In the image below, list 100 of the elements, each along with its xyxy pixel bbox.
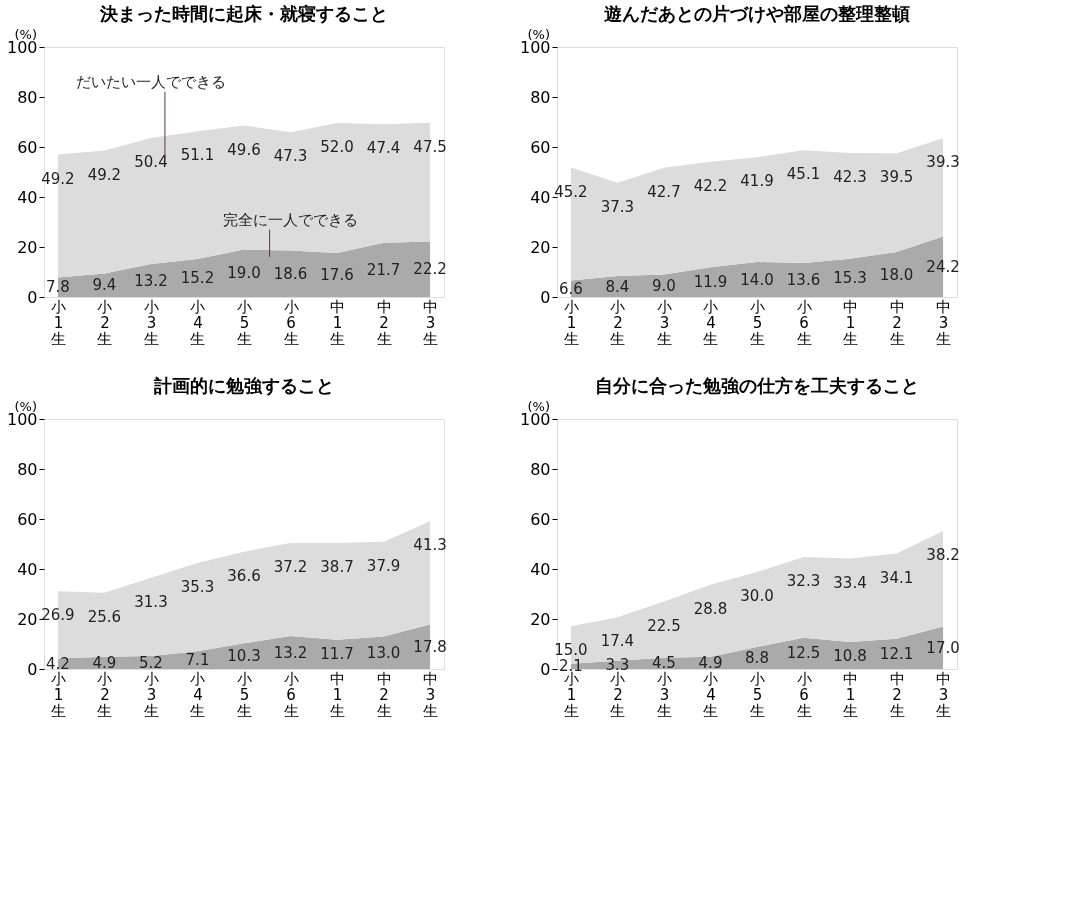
data-label: 31.3: [134, 592, 168, 611]
x-tick-label: 小6生: [796, 669, 812, 720]
chart-title: 遊んだあとの片づけや部屋の整理整頓: [604, 3, 910, 24]
y-tick-label: 80: [530, 459, 551, 479]
data-label: 34.1: [879, 568, 914, 587]
data-label: 4.9: [698, 653, 723, 672]
y-tick-label: 80: [17, 459, 38, 479]
y-tick-label: 80: [530, 87, 551, 107]
x-tick-label: 中2生: [376, 297, 392, 348]
x-tick-label: 小5生: [237, 669, 252, 720]
data-label: 42.2: [693, 176, 728, 195]
x-tick-label: 中2生: [376, 669, 392, 720]
data-label: 14.0: [740, 270, 774, 289]
data-label: 47.4: [366, 139, 401, 158]
x-tick-label: 中1生: [843, 297, 859, 348]
chart-title: 決まった時間に起床・就寝すること: [99, 3, 388, 24]
data-label: 22.5: [647, 616, 681, 635]
y-tick-label: 60: [17, 509, 38, 529]
x-tick-label: 小2生: [610, 297, 626, 348]
data-label: 13.6: [786, 271, 821, 289]
data-label: 49.6: [227, 140, 261, 159]
x-tick-label: 中3生: [423, 297, 439, 348]
data-label: 30.0: [740, 587, 774, 605]
y-tick-label: 40: [530, 559, 551, 579]
data-label: 45.1: [786, 165, 821, 184]
x-tick-label: 中3生: [423, 669, 439, 720]
data-label: 11.9: [693, 273, 728, 292]
data-label: 39.3: [926, 153, 960, 172]
data-label: 4.9: [92, 653, 117, 672]
data-label: 21.7: [366, 260, 401, 279]
data-label: 12.5: [786, 644, 821, 663]
data-label: 5.2: [139, 653, 163, 672]
x-tick-label: 小4生: [703, 297, 719, 348]
data-label: 6.6: [559, 279, 583, 298]
x-tick-label: 小3生: [143, 297, 159, 348]
data-label: 17.6: [320, 266, 354, 284]
x-tick-label: 小6生: [283, 669, 299, 720]
data-label: 13.0: [366, 643, 401, 662]
x-tick-label: 小2生: [97, 669, 113, 720]
x-tick-label: 小6生: [283, 297, 299, 348]
data-label: 41.3: [413, 536, 447, 555]
data-label: 33.4: [833, 573, 867, 592]
x-tick-label: 中1生: [330, 297, 346, 348]
y-tick-label: 0: [540, 287, 551, 307]
data-label: 47.3: [273, 147, 308, 166]
data-label: 28.8: [693, 599, 728, 618]
data-label: 52.0: [320, 138, 354, 156]
data-label: 13.2: [134, 271, 168, 290]
x-tick-label: 小4生: [190, 297, 206, 348]
data-label: 7.8: [46, 278, 70, 297]
y-tick-label: 40: [530, 187, 551, 207]
data-label: 39.5: [879, 168, 914, 187]
x-tick-label: 小3生: [656, 297, 672, 348]
text: だいたい一人でできる: [75, 73, 226, 91]
data-label: 8.4: [605, 277, 630, 296]
data-label: 42.3: [833, 168, 867, 186]
x-tick-label: 小6生: [796, 297, 812, 348]
series-label: 完全に一人でできる: [223, 210, 359, 229]
y-tick-label: 60: [530, 137, 551, 157]
data-label: 13.2: [273, 643, 308, 662]
x-tick-label: 小4生: [190, 669, 206, 720]
data-label: 38.7: [320, 558, 354, 576]
y-tick-label: 20: [530, 609, 551, 629]
data-label: 18.0: [879, 265, 914, 284]
y-tick-label: 40: [17, 187, 38, 207]
x-tick-label: 中3生: [936, 297, 952, 348]
y-tick-label: 0: [27, 659, 38, 679]
y-tick-label: 60: [17, 137, 38, 157]
data-label: 9.4: [92, 276, 117, 295]
data-label: 10.8: [833, 646, 867, 665]
x-tick-label: 中3生: [936, 669, 952, 720]
data-label: 45.2: [554, 182, 588, 201]
data-label: 18.6: [273, 264, 308, 283]
x-tick-label: 中1生: [330, 669, 346, 720]
data-label: 49.2: [41, 169, 75, 188]
data-label: 42.7: [647, 182, 681, 201]
data-label: 19.0: [227, 264, 261, 283]
data-label: 8.8: [745, 649, 769, 667]
x-tick-label: 小5生: [237, 297, 252, 348]
data-label: 17.8: [413, 637, 447, 656]
x-tick-label: 小2生: [97, 297, 113, 348]
data-label: 37.9: [366, 556, 401, 575]
data-label: 51.1: [180, 146, 215, 165]
data-label: 15.2: [180, 269, 215, 287]
x-tick-label: 中2生: [889, 297, 905, 348]
data-label: 47.5: [413, 137, 447, 156]
chart-title: 自分に合った勉強の仕方を工夫すること: [595, 375, 919, 396]
data-label: 9.0: [652, 276, 676, 295]
x-tick-label: 中2生: [889, 669, 905, 720]
data-label: 15.0: [554, 641, 588, 660]
y-tick-label: 60: [530, 509, 551, 529]
data-label: 38.2: [926, 546, 960, 564]
x-tick-label: 中1生: [843, 669, 859, 720]
x-tick-label: 小5生: [750, 669, 765, 720]
data-label: 11.7: [320, 645, 354, 664]
data-label: 35.3: [180, 578, 215, 596]
data-label: 12.1: [879, 644, 914, 663]
y-tick-label: 40: [17, 559, 38, 579]
y-tick-label: 20: [530, 237, 551, 257]
y-tick-label: 20: [17, 609, 38, 629]
